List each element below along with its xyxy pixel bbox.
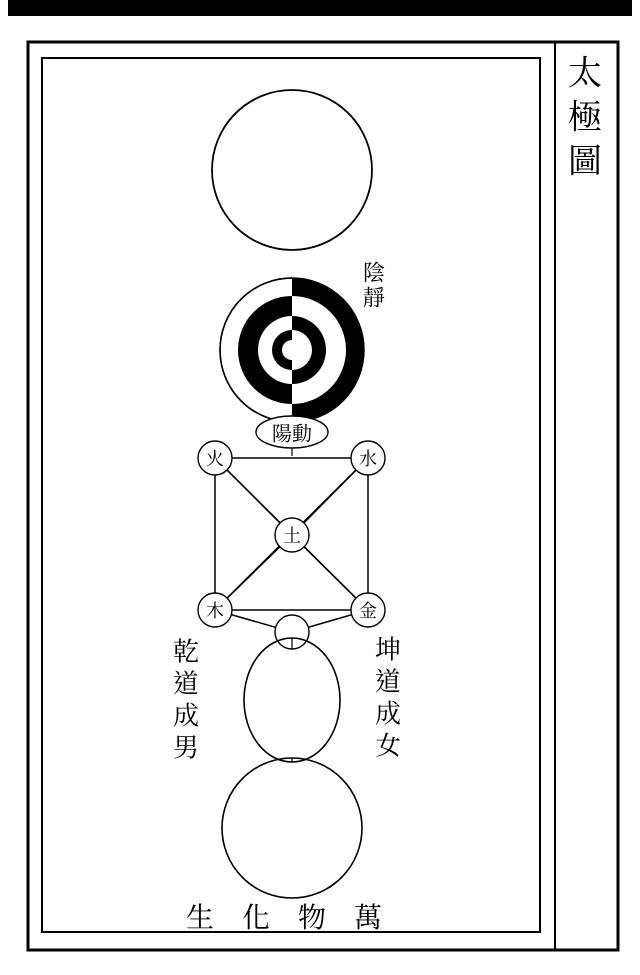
yang-dong-label: 陽動 (272, 418, 312, 447)
wanwu-circle (222, 758, 362, 898)
title-char: 圖 (568, 134, 602, 183)
yinyang-symbol (220, 278, 364, 422)
bottom-caption-char: 萬 (354, 896, 382, 936)
bottom-caption-char: 生 (186, 896, 214, 936)
element-label-earth: 土 (283, 522, 301, 548)
qian-label: 男 (173, 728, 199, 765)
inner-frame (42, 58, 540, 932)
top-bar (8, 0, 632, 16)
bottom-caption-char: 化 (242, 896, 270, 936)
element-label-water: 水 (359, 445, 377, 471)
kun-label: 女 (375, 726, 401, 763)
outer-frame (28, 42, 618, 950)
bottom-caption-char: 物 (298, 896, 326, 936)
element-label-fire: 火 (206, 445, 224, 471)
title-char: 極 (568, 90, 602, 139)
title-char: 太 (568, 46, 602, 95)
element-label-wood: 木 (206, 597, 224, 623)
generative-oval (244, 638, 340, 762)
element-label-metal: 金 (359, 597, 377, 623)
wuji-circle (212, 90, 372, 250)
yin-jing-label: 靜 (363, 282, 385, 313)
